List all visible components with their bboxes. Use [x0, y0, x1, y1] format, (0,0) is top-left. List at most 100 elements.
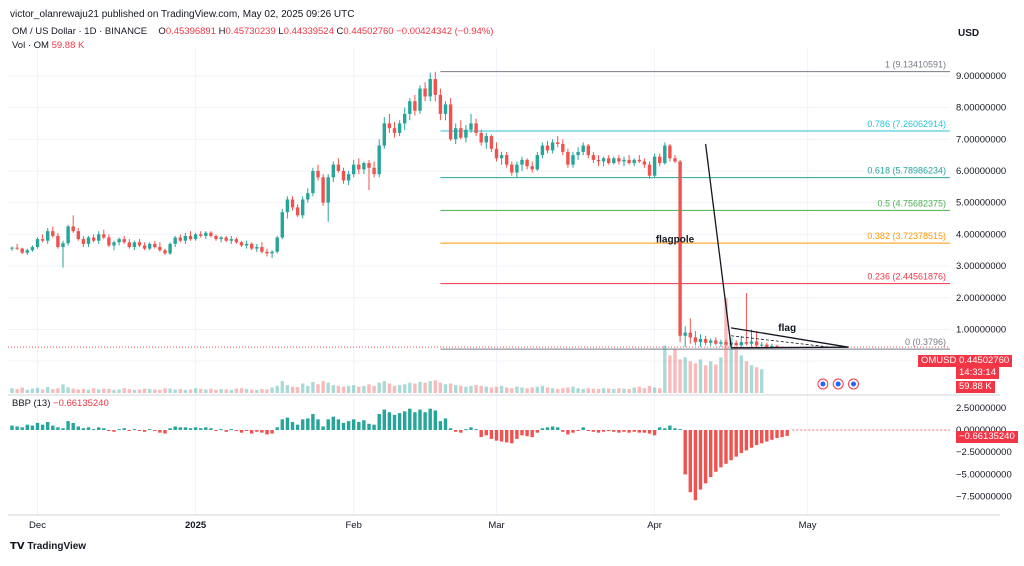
volume-bar: [71, 388, 75, 393]
volume-bar: [520, 387, 524, 393]
low-value: 0.44339524: [283, 26, 334, 37]
bbp-bar: [494, 430, 499, 441]
volume-bar: [561, 388, 565, 393]
bbp-bar: [561, 430, 565, 432]
candle: [719, 342, 723, 344]
bbp-tick-label: 0.00000000: [956, 425, 1006, 436]
bbp-bar: [622, 430, 626, 432]
bbp-bar: [285, 417, 290, 430]
candle: [275, 237, 279, 252]
volume-bar: [566, 387, 570, 393]
bbp-bar: [454, 430, 458, 432]
volume-bar: [290, 386, 295, 393]
bbp-bar: [91, 429, 96, 431]
volume-bar: [86, 389, 91, 393]
volume-bar: [326, 382, 330, 393]
economic-event-dot: [851, 381, 856, 387]
candle: [663, 145, 667, 164]
volume-bar: [91, 388, 96, 393]
candle: [617, 158, 621, 162]
bbp-bar: [545, 427, 550, 430]
candle: [714, 340, 718, 344]
candle: [540, 145, 545, 156]
bbp-bar: [280, 419, 284, 430]
bbp-bar: [698, 430, 703, 490]
candle: [698, 338, 703, 343]
tv-logo-icon: 𝗧𝗩: [10, 541, 25, 552]
candle: [270, 251, 274, 254]
candle: [10, 247, 14, 249]
grid: [8, 48, 1000, 516]
symbol-name[interactable]: OM / US Dollar · 1D · BINANCE: [12, 26, 148, 37]
volume-bar: [275, 385, 279, 393]
candle: [331, 164, 335, 178]
volume-bar: [260, 389, 264, 393]
volume-bar: [158, 389, 162, 393]
high-label: H: [218, 26, 226, 37]
bbp-bar: [479, 430, 483, 438]
candle: [224, 237, 228, 241]
candle: [107, 237, 111, 246]
bbp-bar: [663, 428, 667, 430]
volume-bar: [448, 383, 453, 393]
candle: [418, 88, 422, 111]
candle: [193, 234, 198, 240]
volume-bar: [372, 385, 376, 393]
volume-bar: [392, 385, 397, 393]
candle: [765, 344, 769, 347]
bbp-bar: [668, 425, 672, 430]
candle: [627, 159, 631, 164]
volume-bar: [336, 385, 341, 393]
bbp-bar: [142, 430, 147, 432]
volume-bar: [81, 389, 86, 393]
volume-bar: [15, 389, 19, 393]
volume-bar: [693, 363, 698, 393]
volume-label[interactable]: Vol · OM: [12, 40, 49, 51]
candle: [775, 345, 779, 347]
flag-line: [731, 346, 849, 349]
bbp-tick-label: −5.00000000: [956, 469, 1012, 480]
bbp-bar: [627, 430, 631, 433]
candle: [112, 242, 116, 246]
volume-bar: [652, 387, 657, 393]
volume-bar: [173, 389, 177, 393]
bbp-bar: [112, 430, 116, 432]
bbp-bar: [275, 427, 279, 430]
volume-bar: [739, 355, 743, 393]
flagpole-line: [704, 143, 732, 347]
volume-bar: [581, 389, 585, 393]
volume-bar: [403, 384, 407, 393]
fib-label-0.786: 0.786 (7.26062914): [867, 119, 946, 129]
candle: [413, 101, 417, 111]
bbp-bar: [591, 430, 596, 432]
bbp-label[interactable]: BBP (13): [12, 398, 51, 409]
candle: [76, 231, 80, 240]
candle: [423, 88, 427, 97]
candle: [535, 155, 539, 170]
bbp-bar: [535, 430, 539, 433]
bbp-bar: [673, 428, 677, 430]
volume-bar: [719, 357, 723, 393]
currency-label[interactable]: USD: [958, 28, 980, 39]
volume-bars: [10, 298, 764, 393]
bbp-bar: [525, 430, 529, 437]
candle: [397, 123, 402, 133]
candle: [739, 342, 743, 346]
candle: [311, 170, 315, 194]
volume-bar: [556, 389, 560, 393]
volume-bar: [117, 389, 121, 393]
tradingview-logo: 𝗧𝗩 TradingView: [10, 541, 86, 552]
bbp-bar: [61, 428, 65, 430]
bbp-tick-label: 2.50000000: [956, 403, 1006, 414]
candle: [403, 113, 407, 124]
bbp-bar: [76, 426, 80, 430]
candle: [173, 237, 177, 244]
candle: [377, 145, 381, 175]
candle: [219, 237, 223, 240]
bbp-bar: [214, 430, 218, 431]
candle: [622, 159, 626, 162]
candle: [250, 243, 254, 249]
candle: [454, 128, 458, 140]
candle: [545, 145, 550, 151]
